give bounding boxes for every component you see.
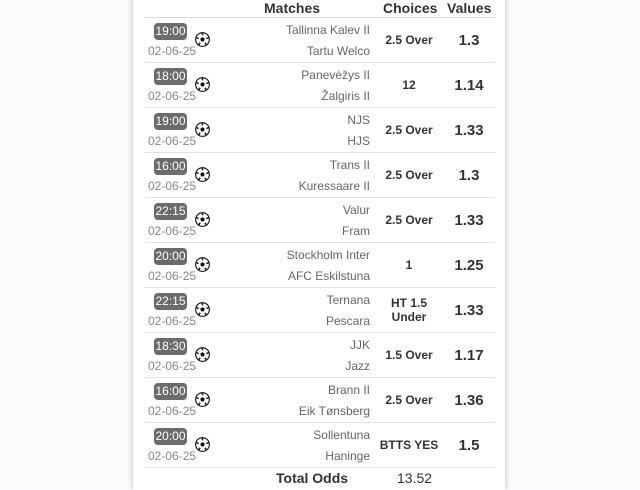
- bet-choice: HT 1.5 Under: [390, 296, 427, 324]
- odds-value: 1.5: [458, 436, 480, 454]
- betslip-card: [133, 0, 505, 490]
- away-team: Haninge: [325, 449, 370, 463]
- bet-choice: 2.5 Over: [385, 168, 433, 182]
- match-time: 19:00: [154, 113, 187, 130]
- match-row[interactable]: 22:15 02-06-25 Ternana Pescara HT 1.5 Un…: [145, 288, 495, 333]
- match-time: 18:00: [154, 68, 187, 85]
- home-team: NJS: [347, 113, 370, 127]
- match-date: 02-06-25: [148, 449, 197, 463]
- soccer-ball-icon: [195, 122, 210, 137]
- match-time: 20:00: [154, 428, 187, 445]
- match-row[interactable]: 18:30 02-06-25 JJK Jazz 1.5 Over 1.17: [145, 333, 495, 378]
- bet-choice: 2.5 Over: [385, 213, 433, 227]
- odds-value: 1.33: [454, 121, 484, 139]
- match-row[interactable]: 20:00 02-06-25 Sollentuna Haninge BTTS Y…: [145, 423, 495, 468]
- match-row[interactable]: 22:15 02-06-25 Valur Fram 2.5 Over 1.33: [145, 198, 495, 243]
- match-row[interactable]: 16:00 02-06-25 Brann II Eik Tønsberg 2.5…: [145, 378, 495, 423]
- total-row: Total Odds 13.52: [145, 468, 495, 488]
- match-row[interactable]: 19:00 02-06-25 NJS HJS 2.5 Over 1.33: [145, 108, 495, 153]
- match-date: 02-06-25: [148, 44, 197, 58]
- soccer-ball-icon: [195, 257, 210, 272]
- odds-value: 1.33: [454, 211, 484, 229]
- soccer-ball-icon: [195, 77, 210, 92]
- home-team: JJK: [349, 338, 370, 352]
- away-team: Tartu Welco: [306, 44, 370, 58]
- match-time: 19:00: [154, 23, 187, 40]
- match-date: 02-06-25: [148, 179, 197, 193]
- home-team: Ternana: [326, 293, 370, 307]
- match-row[interactable]: 19:00 02-06-25 Tallinna Kalev II Tartu W…: [145, 18, 495, 63]
- match-time: 16:00: [154, 158, 187, 175]
- match-date: 02-06-25: [148, 404, 197, 418]
- away-team: HJS: [347, 134, 370, 148]
- soccer-ball-icon: [195, 212, 210, 227]
- match-date: 02-06-25: [148, 269, 197, 283]
- odds-value: 1.3: [458, 166, 480, 184]
- odds-value: 1.17: [454, 346, 484, 364]
- match-date: 02-06-25: [148, 314, 197, 328]
- match-time: 20:00: [154, 248, 187, 265]
- soccer-ball-icon: [195, 437, 210, 452]
- odds-value: 1.14: [454, 76, 484, 94]
- away-team: Fram: [342, 224, 370, 238]
- soccer-ball-icon: [195, 392, 210, 407]
- match-time: 16:00: [154, 383, 187, 400]
- away-team: Žalgiris II: [321, 89, 370, 103]
- match-row[interactable]: 18:00 02-06-25 Panevėžys II Žalgiris II …: [145, 63, 495, 108]
- soccer-ball-icon: [195, 347, 210, 362]
- away-team: Kuressaare II: [298, 179, 370, 193]
- total-value: 13.52: [397, 470, 433, 486]
- soccer-ball-icon: [195, 32, 210, 47]
- bet-choice: 12: [402, 78, 416, 92]
- bet-choice: 2.5 Over: [385, 33, 433, 47]
- home-team: Valur: [342, 203, 370, 217]
- home-team: Stockholm Inter: [286, 248, 370, 262]
- match-row[interactable]: 20:00 02-06-25 Stockholm Inter AFC Eskil…: [145, 243, 495, 288]
- odds-table: Matches Choices Values 19:00 02-06-25 Ta…: [145, 0, 495, 488]
- match-time: 22:15: [154, 203, 187, 220]
- home-team: Panevėžys II: [301, 68, 370, 82]
- bet-choice: 1.5 Over: [385, 348, 433, 362]
- soccer-ball-icon: [195, 167, 210, 182]
- soccer-ball-icon: [195, 302, 210, 317]
- header-matches: Matches: [264, 0, 321, 16]
- odds-value: 1.36: [454, 391, 484, 409]
- bet-choice: 1: [405, 258, 413, 272]
- away-team: Eik Tønsberg: [298, 404, 370, 418]
- home-team: Tallinna Kalev II: [285, 23, 370, 37]
- bet-choice: BTTS YES: [379, 438, 439, 452]
- odds-value: 1.3: [458, 31, 480, 49]
- away-team: Jazz: [345, 359, 370, 373]
- home-team: Trans II: [329, 158, 370, 172]
- match-date: 02-06-25: [148, 134, 197, 148]
- odds-value: 1.33: [454, 301, 484, 319]
- bet-choice: 2.5 Over: [385, 123, 433, 137]
- away-team: AFC Eskilstuna: [287, 269, 370, 283]
- total-label: Total Odds: [276, 470, 349, 486]
- home-team: Brann II: [327, 383, 370, 397]
- bet-choice: 2.5 Over: [385, 393, 433, 407]
- match-date: 02-06-25: [148, 89, 197, 103]
- home-team: Sollentuna: [313, 428, 370, 442]
- match-date: 02-06-25: [148, 359, 197, 373]
- table-header: Matches Choices Values: [145, 0, 495, 18]
- header-values: Values: [447, 0, 492, 16]
- match-time: 22:15: [154, 293, 187, 310]
- header-choices: Choices: [383, 0, 438, 16]
- match-date: 02-06-25: [148, 224, 197, 238]
- away-team: Pescara: [325, 314, 370, 328]
- match-time: 18:30: [154, 338, 187, 355]
- match-row[interactable]: 16:00 02-06-25 Trans II Kuressaare II 2.…: [145, 153, 495, 198]
- odds-value: 1.25: [454, 256, 484, 274]
